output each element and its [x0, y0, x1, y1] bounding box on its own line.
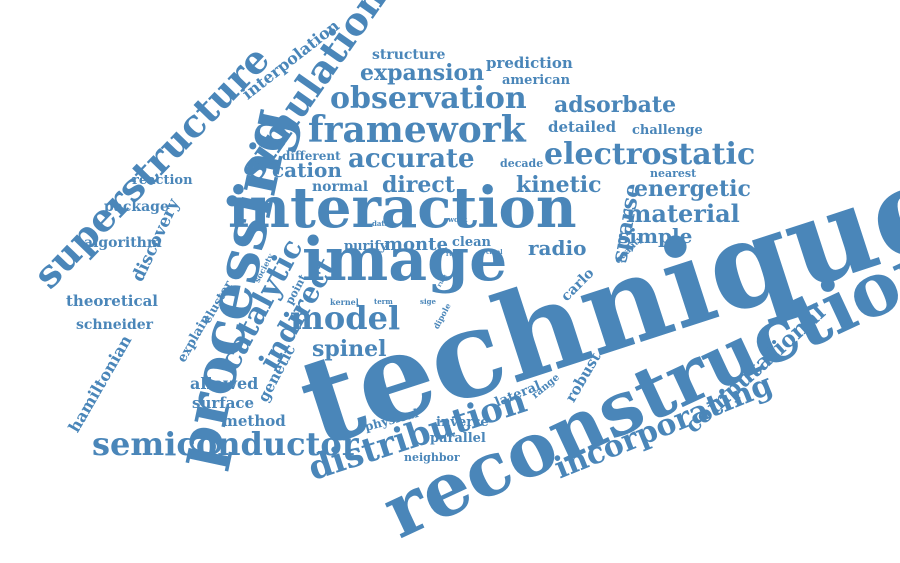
word-energetic: energetic	[634, 176, 751, 202]
word-reaction: reaction	[132, 173, 193, 188]
word-nearest: nearest	[650, 167, 697, 180]
word-clean: clean	[452, 235, 491, 250]
word-method: method	[222, 412, 286, 430]
word-detailed: detailed	[548, 118, 617, 136]
word-algorithm: algorithm	[84, 235, 162, 251]
word-hamiltonian: hamiltonian	[64, 331, 136, 436]
word-term: term	[374, 297, 393, 306]
word-monte: monte	[384, 234, 448, 255]
word-interaction: interaction	[228, 175, 577, 241]
word-material: material	[626, 199, 740, 228]
word-model: model	[290, 299, 401, 337]
word-framework: framework	[308, 109, 526, 151]
word-work: work	[448, 215, 468, 224]
word-adsorbate: adsorbate	[554, 92, 677, 118]
word-surface: surface	[192, 394, 255, 412]
word-neighbor: neighbor	[404, 451, 460, 464]
word-normal: normal	[312, 179, 369, 195]
word-simple: simple	[618, 224, 693, 248]
word-semiconductor: semiconductor	[92, 425, 359, 463]
word-cation: cation	[272, 158, 342, 182]
word-prediction: prediction	[486, 54, 573, 72]
word-kinetic: kinetic	[516, 172, 602, 198]
word-package: package	[104, 199, 169, 215]
word-theoretical: theoretical	[66, 292, 159, 310]
word-expansion: expansion	[360, 60, 485, 86]
word-observation: observation	[330, 81, 527, 116]
word-catal: catal	[486, 249, 503, 256]
word-spinel: spinel	[312, 336, 387, 362]
word-accurate: accurate	[348, 144, 475, 174]
word-inverse: inverse	[436, 415, 489, 430]
word-electrostatic: electrostatic	[544, 137, 756, 172]
word-data: data	[372, 219, 390, 228]
word-parallel: parallel	[430, 431, 486, 446]
word-image: image	[302, 225, 508, 295]
word-different: different	[282, 149, 341, 163]
word-allowed: allowed	[190, 374, 259, 393]
word-challenge: challenge	[632, 123, 703, 138]
word-radio: radio	[528, 236, 587, 260]
word-structure: structure	[372, 47, 446, 63]
word-sige: sige	[420, 297, 436, 306]
word-purify: purify	[344, 239, 388, 254]
word-kernel: kernel	[330, 297, 359, 307]
word-direct: direct	[382, 172, 455, 198]
word-schneider: schneider	[76, 317, 154, 333]
word-rule: rule	[446, 251, 460, 258]
word-american: american	[502, 73, 571, 88]
word-decade: decade	[500, 157, 544, 170]
